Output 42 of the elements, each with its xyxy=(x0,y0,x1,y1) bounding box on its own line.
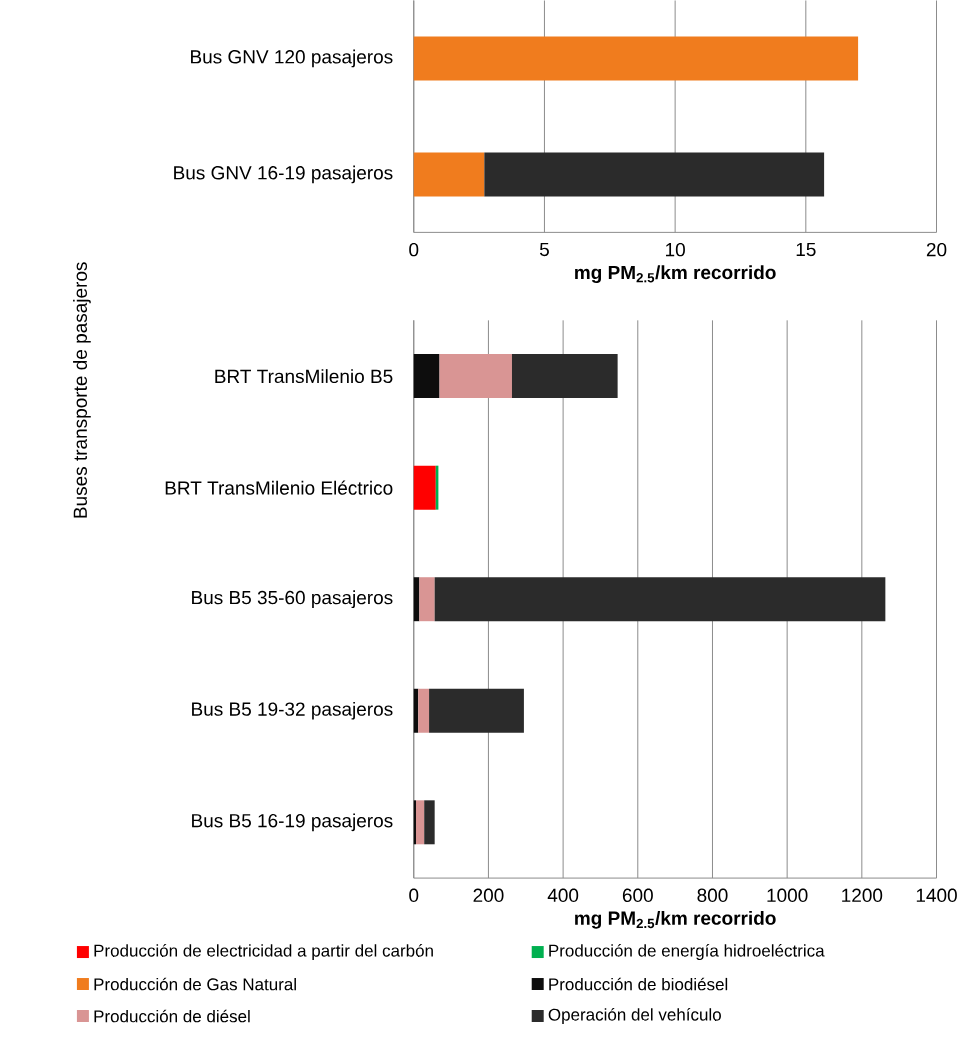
x-tick-label: 1200 xyxy=(842,888,883,903)
bar xyxy=(418,688,430,733)
bar xyxy=(413,152,485,197)
x-tick-label: 10 xyxy=(666,242,685,257)
x-tick-label: 0 xyxy=(409,242,419,257)
x-tick-label: 5 xyxy=(539,242,549,257)
bar xyxy=(416,800,425,845)
y-tick-label: BRT TransMilenio B5 xyxy=(215,369,393,384)
bar xyxy=(413,36,859,81)
x-tick-label: 1400 xyxy=(916,888,957,903)
bar xyxy=(511,354,618,399)
legend-label: Producción de energía hidroeléctrica xyxy=(549,944,825,961)
bar xyxy=(413,354,440,399)
x-axis-title: mg PM$_{2.5}$/km recorrido xyxy=(575,265,776,283)
x-tick-label: 800 xyxy=(697,888,728,903)
x-tick-label: 400 xyxy=(547,888,579,903)
bar xyxy=(413,465,436,510)
legend-label: Producción de biodiésel xyxy=(549,977,728,991)
legend-label: Producción de electricidad a partir del carbón xyxy=(94,944,433,961)
y-tick-label: BRT TransMilenio Eléctrico xyxy=(165,480,393,495)
x-tick-label: 1000 xyxy=(767,888,808,903)
y-tick-label: Bus B5 35-60 pasajeros xyxy=(192,590,393,609)
y-tick-label: Bus GNV 16-19 pasajeros xyxy=(174,165,393,184)
bar xyxy=(484,152,825,197)
legend-label: Producción de Gas Natural xyxy=(94,977,296,991)
y-axis-title: Buses transporte de pasajeros xyxy=(73,262,91,518)
y-tick-label: Bus B5 19-32 pasajeros xyxy=(192,701,393,720)
bar xyxy=(434,577,886,622)
y-tick-label: Bus GNV 120 pasajeros xyxy=(191,49,393,68)
bar xyxy=(424,800,435,845)
x-tick-label: 20 xyxy=(926,242,947,257)
legend-label: Producción de diésel xyxy=(94,1009,250,1023)
x-tick-label: 0 xyxy=(409,888,419,903)
x-tick-label: 200 xyxy=(473,888,504,903)
bar xyxy=(429,688,524,733)
x-tick-label: 600 xyxy=(622,888,653,903)
bar xyxy=(419,577,435,622)
y-tick-label: Bus B5 16-19 pasajeros xyxy=(192,813,393,832)
bar xyxy=(439,354,512,399)
x-axis-title: mg PM$_{2.5}$/km recorrido xyxy=(575,910,776,929)
legend-label: Operación del vehículo xyxy=(548,1008,721,1025)
x-tick-label: 15 xyxy=(796,242,816,257)
